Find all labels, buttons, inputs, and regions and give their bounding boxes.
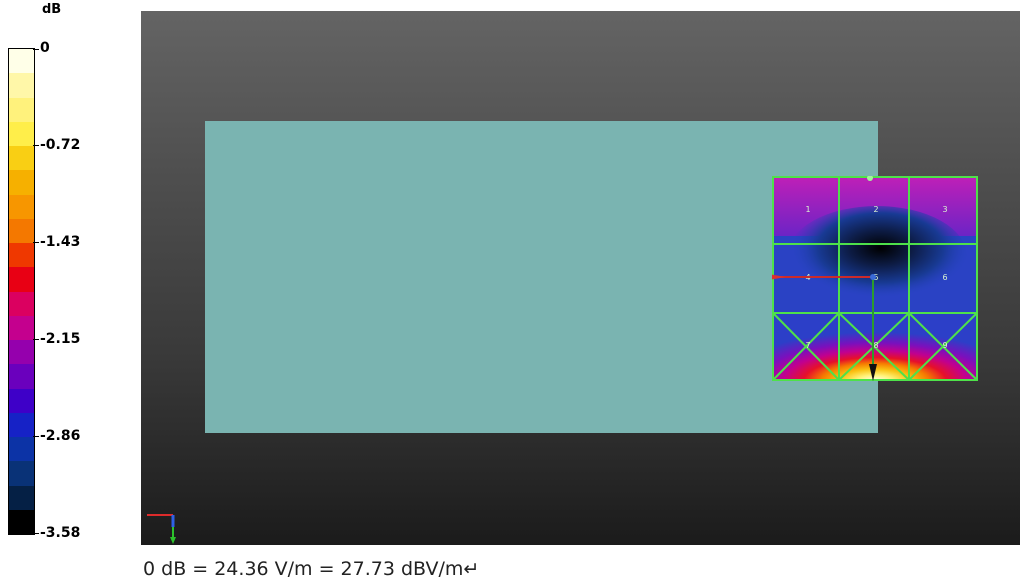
color-scale-segment xyxy=(9,73,34,98)
color-scale-segment xyxy=(9,194,34,219)
legend-label-5: -3.58 xyxy=(40,525,81,541)
color-scale-legend: dB 0 -0.72 -1.43 -2.15 -2.86 -3.58 xyxy=(0,0,140,560)
grid-marker-top xyxy=(867,176,873,181)
color-scale-segment xyxy=(9,485,34,510)
color-scale-segment xyxy=(9,388,34,413)
axis-triad-icon xyxy=(147,514,176,544)
probe-axis-x-arrow xyxy=(772,274,786,280)
color-scale-segment xyxy=(9,49,34,74)
color-scale-segment xyxy=(9,437,34,462)
color-scale-segment xyxy=(9,315,34,340)
legend-label-4: -2.86 xyxy=(40,428,81,444)
color-scale-segment xyxy=(9,364,34,389)
cell-label-9: 9 xyxy=(942,341,947,350)
legend-label-1: -0.72 xyxy=(40,137,81,153)
legend-label-3: -2.15 xyxy=(40,331,81,347)
legend-label-0: 0 xyxy=(40,40,50,56)
diag-6 xyxy=(908,312,978,381)
field-minimum-region xyxy=(787,206,967,306)
color-scale-bar xyxy=(8,48,35,535)
legend-tick-1 xyxy=(33,145,39,146)
legend-tick-3 xyxy=(33,339,39,340)
cell-label-8: 8 xyxy=(873,341,878,350)
legend-tick-2 xyxy=(33,242,39,243)
scan-grid xyxy=(772,176,978,381)
phantom-plate xyxy=(205,121,878,433)
color-scale-segment xyxy=(9,461,34,486)
cell-label-7: 7 xyxy=(805,341,810,350)
legend-tick-5 xyxy=(33,533,39,534)
legend-label-2: -1.43 xyxy=(40,234,81,250)
color-scale-segment xyxy=(9,340,34,365)
reference-level-caption: 0 dB = 24.36 V/m = 27.73 dBV/m↵ xyxy=(143,558,480,580)
color-scale-segment xyxy=(9,97,34,122)
color-scale-segment xyxy=(9,121,34,146)
cell-label-3: 3 xyxy=(942,205,947,214)
color-scale-segment xyxy=(9,170,34,195)
probe-axis-y-arrow xyxy=(869,364,877,381)
legend-unit: dB xyxy=(42,2,62,17)
field-scan-overlay: 1 2 3 4 5 6 7 8 9 xyxy=(772,176,978,381)
axis-triad-y-arrow xyxy=(170,537,176,544)
diag-2 xyxy=(772,312,840,381)
color-scale-segment xyxy=(9,412,34,437)
cell-label-2: 2 xyxy=(873,205,878,214)
color-scale-segment xyxy=(9,218,34,243)
color-scale-segment xyxy=(9,509,34,534)
probe-axis-marker xyxy=(772,274,877,381)
legend-tick-4 xyxy=(33,436,39,437)
color-scale-segment xyxy=(9,146,34,171)
3d-viewport[interactable]: 1 2 3 4 5 6 7 8 9 xyxy=(141,11,1020,545)
color-scale-segment xyxy=(9,243,34,268)
cell-label-1: 1 xyxy=(805,205,810,214)
cell-label-6: 6 xyxy=(942,273,947,282)
color-scale-segment xyxy=(9,291,34,316)
cell-label-5: 5 xyxy=(873,273,878,282)
legend-tick-0 xyxy=(33,49,39,50)
probe-origin xyxy=(870,274,876,280)
color-scale-segment xyxy=(9,267,34,292)
